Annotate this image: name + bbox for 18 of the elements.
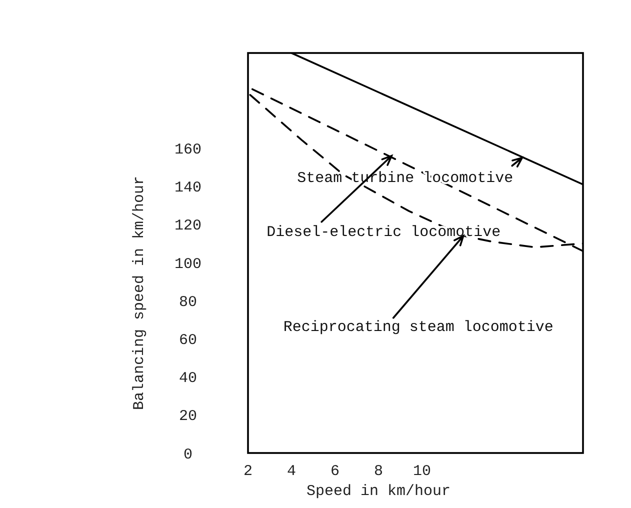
y-tick-label: 20 (178, 408, 198, 426)
y-axis-title: Balancing speed in km/hour (131, 176, 148, 410)
y-tick-label: 80 (178, 294, 198, 311)
y-tick-label: 120 (174, 218, 202, 235)
y-tick-label: 0 (183, 446, 193, 464)
x-tick-label: 8 (374, 463, 384, 480)
annotation: Diesel-electric locomotive (266, 224, 501, 241)
x-axis-title: Speed in km/hour (306, 483, 451, 500)
y-tick-label: 60 (178, 332, 198, 349)
annotation: Reciprocating steam locomotive (283, 318, 554, 336)
y-tick-label: 40 (178, 370, 198, 388)
x-tick-label: 2 (243, 463, 253, 480)
x-tick-label: 10 (413, 463, 432, 480)
x-tick-label: 6 (330, 463, 340, 480)
y-tick-label: 160 (174, 141, 202, 158)
y-tick-label: 100 (174, 256, 202, 273)
y-tick-label: 140 (174, 180, 202, 197)
x-tick-label: 4 (287, 463, 296, 480)
